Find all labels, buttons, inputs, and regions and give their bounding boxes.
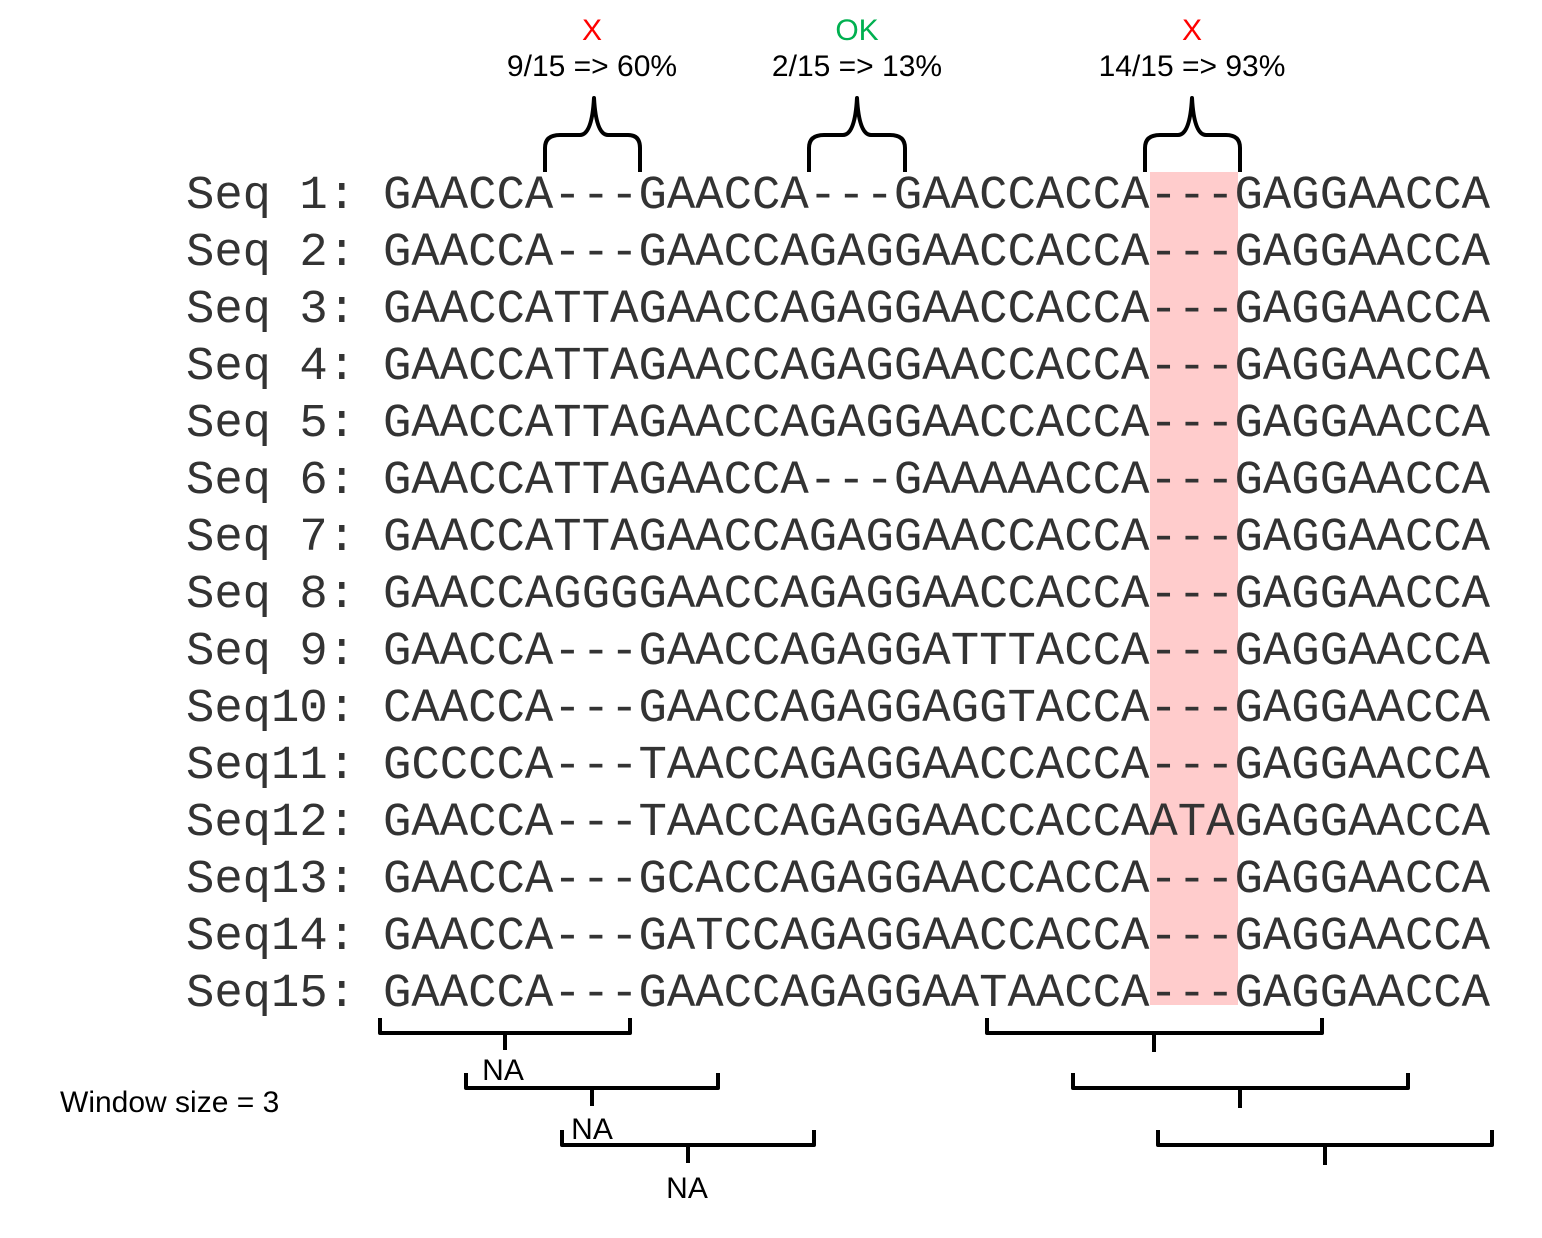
sequence-label: Seq11: [186, 740, 356, 793]
sequence-label: Seq 1: [186, 170, 356, 223]
ratio: 9/15 => 60% [507, 50, 677, 83]
bracket [543, 96, 642, 172]
window-bracket [1071, 1073, 1410, 1108]
sequence-label: Seq13: [186, 854, 356, 907]
sequence: GAACCA---GCACCAGAGGAACCACCA---GAGGAACCA [383, 854, 1491, 907]
sequence-label: Seq 2: [186, 227, 356, 280]
verdict: X [1182, 14, 1202, 47]
sequence: GAACCA---GAACCAGAGGATTTACCA---GAGGAACCA [383, 626, 1491, 679]
sequence: CAACCA---GAACCAGAGGAGGTACCA---GAGGAACCA [383, 683, 1491, 736]
window-label: Window size = 3 [60, 1086, 279, 1119]
sequence: GAACCATTAGAACCAGAGGAACCACCA---GAGGAACCA [383, 398, 1491, 451]
bracket [1143, 96, 1242, 172]
ratio: 14/15 => 93% [1099, 50, 1286, 83]
highlight-column [1150, 172, 1238, 1005]
sequence-label: Seq10: [186, 683, 356, 736]
sequence-label: Seq12: [186, 797, 356, 850]
sequence: GCCCCA---TAACCAGAGGAACCACCA---GAGGAACCA [383, 740, 1491, 793]
sequence: GAACCATTAGAACCA---GAAAAACCA---GAGGAACCA [383, 455, 1491, 508]
sequence-label: Seq 7: [186, 512, 356, 565]
window-bracket [464, 1073, 720, 1106]
sequence: GAACCA---GAACCA---GAACCACCA---GAGGAACCA [383, 170, 1491, 223]
sequence: GAACCATTAGAACCAGAGGAACCACCA---GAGGAACCA [383, 512, 1491, 565]
sequence-label: Seq 6: [186, 455, 356, 508]
verdict: X [582, 14, 602, 47]
sequence: GAACCA---GAACCAGAGGAATAACCA---GAGGAACCA [383, 968, 1491, 1021]
na-label: NA [666, 1172, 708, 1205]
sequence-label: Seq 3: [186, 284, 356, 337]
verdict: OK [835, 14, 878, 47]
sequence: GAACCATTAGAACCAGAGGAACCACCA---GAGGAACCA [383, 284, 1491, 337]
sequence-label: Seq 4: [186, 341, 356, 394]
sequence: GAACCATTAGAACCAGAGGAACCACCA---GAGGAACCA [383, 341, 1491, 394]
sequence-label: Seq 8: [186, 569, 356, 622]
window-bracket [378, 1018, 632, 1050]
sequence-label: Seq15: [186, 968, 356, 1021]
window-bracket [560, 1130, 816, 1163]
na-label: NA [571, 1113, 613, 1146]
bracket [807, 96, 907, 172]
sequence: GAACCA---TAACCAGAGGAACCACCAATAGAGGAACCA [383, 797, 1491, 850]
na-label: NA [482, 1054, 524, 1087]
sequence: GAACCA---GATCCAGAGGAACCACCA---GAGGAACCA [383, 911, 1491, 964]
sequence-label: Seq14: [186, 911, 356, 964]
window-bracket [1156, 1130, 1494, 1165]
sequence: GAACCA---GAACCAGAGGAACCACCA---GAGGAACCA [383, 227, 1491, 280]
sequence: GAACCAGGGGAACCAGAGGAACCACCA---GAGGAACCA [383, 569, 1491, 622]
ratio: 2/15 => 13% [772, 50, 942, 83]
window-bracket [985, 1018, 1324, 1052]
sequence-label: Seq 9: [186, 626, 356, 679]
sequence-label: Seq 5: [186, 398, 356, 451]
